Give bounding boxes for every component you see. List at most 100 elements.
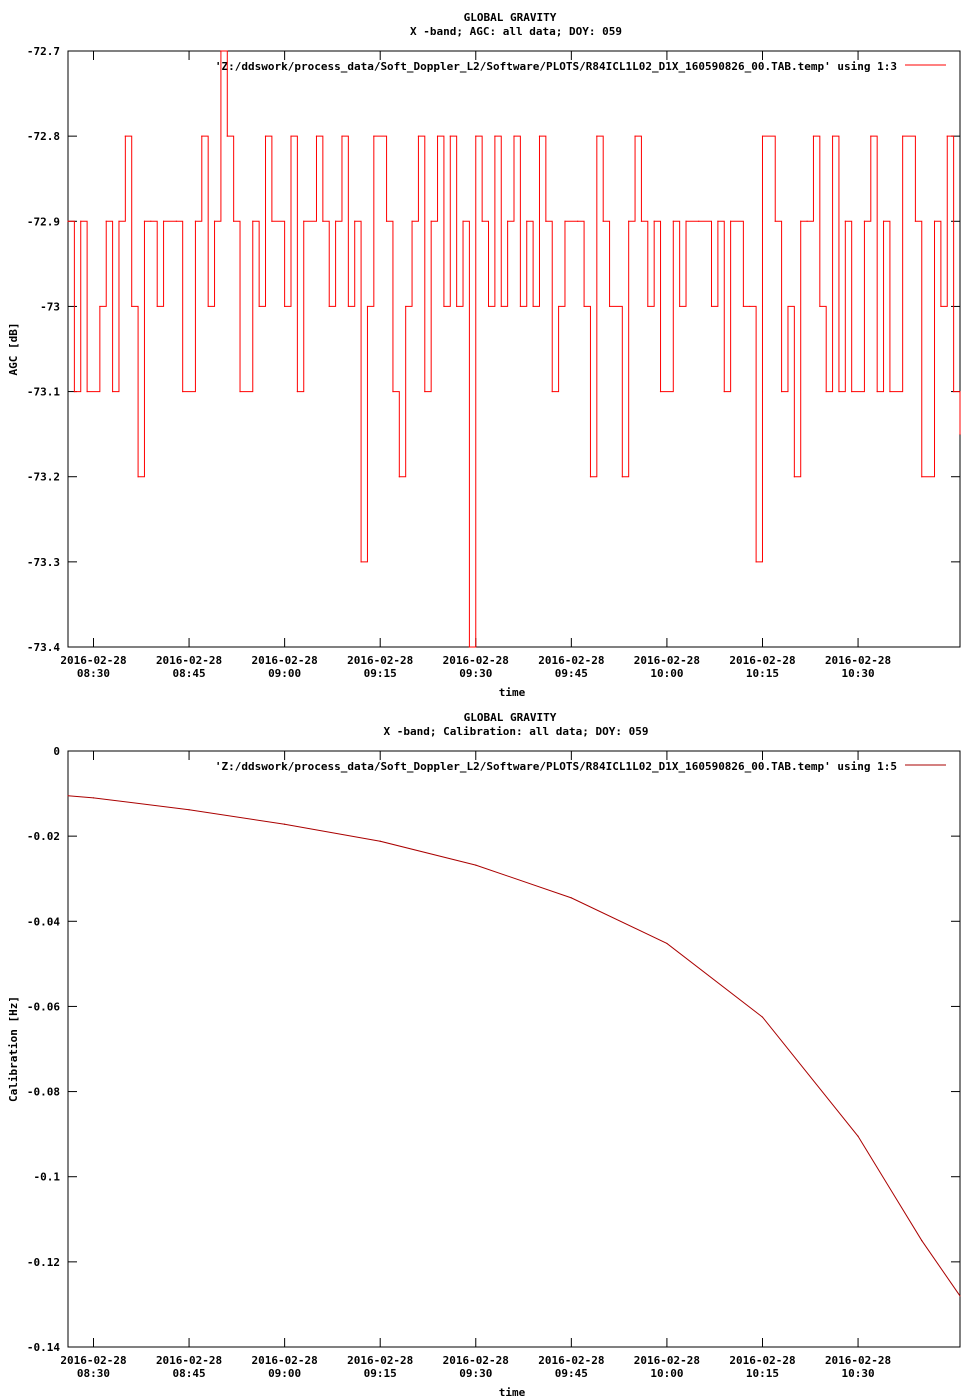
- data-point: [315, 135, 318, 137]
- y-tick-label: -0.08: [27, 1086, 60, 1099]
- data-point: [730, 220, 732, 222]
- data-point: [902, 135, 904, 137]
- data-point: [335, 220, 337, 222]
- data-point: [92, 797, 95, 799]
- data-point: [870, 135, 872, 137]
- x-tick-date: 2016-02-28: [634, 1354, 700, 1367]
- data-point: [258, 305, 260, 308]
- data-point: [252, 220, 254, 222]
- data-point: [303, 220, 305, 222]
- data-point: [398, 476, 400, 478]
- data-point: [143, 220, 146, 222]
- data-point: [296, 390, 298, 393]
- x-tick-time: 09:00: [268, 667, 301, 680]
- data-point: [481, 220, 483, 222]
- data-point: [602, 220, 604, 222]
- x-tick-date: 2016-02-28: [825, 654, 891, 667]
- data-point: [838, 390, 840, 393]
- data-point: [787, 305, 789, 308]
- data-point: [921, 1239, 923, 1242]
- data-point: [761, 135, 764, 137]
- y-tick-label: 0: [53, 745, 60, 758]
- chart-title: GLOBAL GRAVITY: [464, 711, 557, 724]
- data-point: [456, 305, 458, 308]
- data-point: [723, 390, 725, 393]
- data-point: [284, 823, 286, 825]
- data-point: [946, 135, 948, 137]
- chart-title: GLOBAL GRAVITY: [464, 11, 557, 24]
- x-tick-time: 09:45: [555, 1367, 588, 1380]
- y-tick-label: -0.04: [27, 915, 60, 928]
- data-point: [940, 305, 942, 308]
- data-point: [551, 390, 553, 393]
- data-point: [914, 220, 917, 222]
- y-tick-label: -0.14: [27, 1341, 60, 1354]
- x-tick-time: 09:30: [459, 1367, 492, 1380]
- data-point: [284, 305, 286, 308]
- x-tick-time: 08:30: [77, 667, 110, 680]
- series-line: [68, 50, 961, 648]
- data-point: [761, 1016, 764, 1018]
- data-point: [392, 390, 394, 393]
- data-point: [175, 220, 177, 222]
- data-point: [698, 220, 700, 222]
- x-tick-date: 2016-02-28: [347, 1354, 413, 1367]
- data-point: [545, 220, 547, 222]
- x-tick-date: 2016-02-28: [538, 1354, 604, 1367]
- x-tick-date: 2016-02-28: [156, 654, 222, 667]
- data-point: [831, 135, 834, 137]
- data-point: [608, 305, 611, 308]
- x-tick-time: 10:00: [650, 667, 683, 680]
- data-point: [959, 433, 961, 435]
- data-point: [634, 135, 636, 137]
- data-point: [411, 220, 413, 222]
- data-point: [710, 305, 713, 308]
- data-point: [373, 135, 375, 137]
- data-point: [162, 220, 165, 222]
- data-point: [188, 809, 190, 811]
- data-point: [99, 305, 101, 308]
- data-point: [800, 220, 802, 222]
- plot-frame: [67, 50, 961, 648]
- x-tick-date: 2016-02-28: [729, 1354, 795, 1367]
- data-point: [570, 897, 572, 899]
- data-point: [653, 220, 655, 222]
- data-point: [347, 305, 349, 308]
- y-tick-label: -73.1: [27, 386, 60, 399]
- data-point: [487, 305, 490, 308]
- legend-label: 'Z:/ddswork/process_data/Soft_Doppler_L2…: [215, 760, 897, 773]
- data-point: [290, 135, 292, 137]
- data-point: [538, 135, 541, 137]
- data-point: [882, 220, 885, 222]
- x-tick-time: 08:30: [77, 1367, 110, 1380]
- data-point: [519, 305, 521, 308]
- data-point: [589, 476, 592, 478]
- data-point: [322, 220, 324, 222]
- data-point: [755, 561, 757, 563]
- y-tick-label: -73.4: [27, 641, 60, 654]
- data-point: [742, 305, 744, 308]
- data-point: [182, 390, 184, 393]
- y-axis-label: Calibration [Hz]: [7, 996, 20, 1102]
- data-point: [558, 305, 560, 308]
- data-point: [500, 305, 502, 308]
- data-point: [717, 220, 719, 222]
- data-point: [264, 135, 267, 137]
- data-point: [666, 942, 668, 945]
- data-point: [150, 220, 152, 222]
- data-point: [201, 135, 203, 137]
- x-tick-date: 2016-02-28: [347, 654, 413, 667]
- x-tick-time: 10:15: [746, 667, 779, 680]
- chart-subtitle: X -band; AGC: all data; DOY: 059: [410, 25, 622, 38]
- data-point: [513, 135, 515, 137]
- x-tick-date: 2016-02-28: [156, 1354, 222, 1367]
- x-axis-label: time: [499, 1386, 526, 1399]
- data-point: [844, 220, 846, 222]
- data-point: [67, 795, 69, 797]
- data-point: [462, 220, 464, 222]
- data-point: [449, 135, 451, 137]
- x-tick-time: 09:15: [364, 1367, 397, 1380]
- data-point: [621, 476, 623, 478]
- data-point: [424, 390, 426, 393]
